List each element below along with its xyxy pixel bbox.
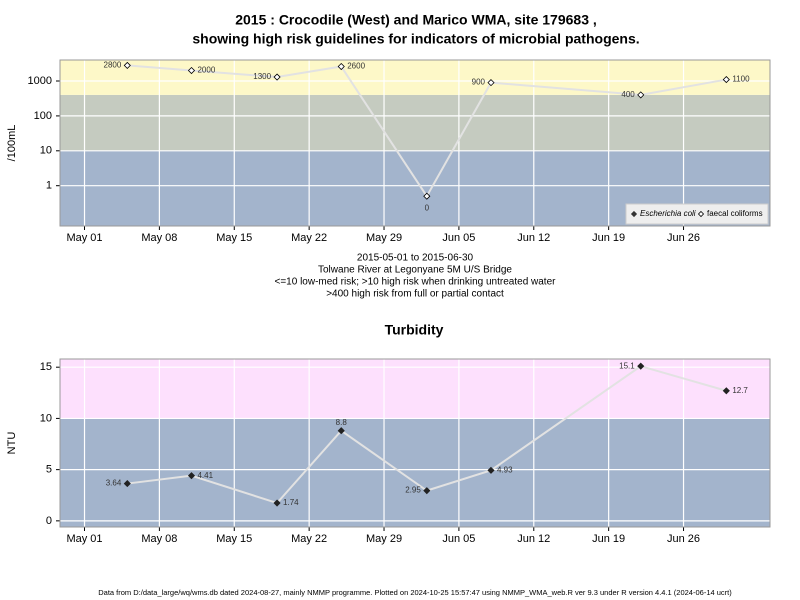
subtitle: >400 high risk from full or partial cont… xyxy=(326,289,504,300)
x-tick-label: May 01 xyxy=(66,533,102,545)
legend-label: Escherichia coli xyxy=(640,209,696,218)
legend: Escherichia coli faecal coliforms xyxy=(625,203,769,225)
y-tick-label: 15 xyxy=(40,361,52,373)
legend-box xyxy=(625,203,769,225)
data-label: 15.1 xyxy=(619,361,635,370)
y-axis-label: /100mL xyxy=(6,125,18,162)
data-point xyxy=(187,66,196,75)
legend-marker xyxy=(697,210,705,218)
data-label: 400 xyxy=(621,90,635,99)
data-label: 1.74 xyxy=(283,498,299,507)
data-label: 4.41 xyxy=(197,471,213,480)
x-tick-label: May 29 xyxy=(366,533,402,545)
x-tick-label: Jun 05 xyxy=(442,533,475,545)
data-label: 2000 xyxy=(197,66,215,75)
y-tick-label: 1000 xyxy=(28,75,52,87)
data-label: 12.7 xyxy=(732,386,748,395)
x-tick-label: Jun 26 xyxy=(667,533,700,545)
data-point xyxy=(722,387,730,395)
series-line xyxy=(127,64,727,199)
data-point xyxy=(123,480,131,488)
data-label: 1300 xyxy=(253,72,271,81)
chart-title: showing high risk guidelines for indicat… xyxy=(192,31,639,47)
risk-band xyxy=(60,418,770,527)
x-tick-label: May 08 xyxy=(141,232,177,244)
data-point xyxy=(637,91,645,99)
y-tick-label: 0 xyxy=(46,515,52,527)
data-label: 8.8 xyxy=(336,418,348,427)
x-tick-label: May 22 xyxy=(291,533,327,545)
risk-band xyxy=(60,60,770,95)
data-point xyxy=(722,75,730,84)
chart-title: 2015 : Crocodile (West) and Marico WMA, … xyxy=(235,12,597,28)
data-point xyxy=(487,79,495,87)
data-point xyxy=(637,362,645,370)
data-point xyxy=(337,62,345,71)
chart-title: Turbidity xyxy=(385,322,444,338)
y-tick-label: 1 xyxy=(46,180,52,192)
data-label: 900 xyxy=(472,78,486,87)
y-tick-label: 100 xyxy=(34,110,52,122)
data-label: 2.95 xyxy=(405,486,421,495)
y-tick-label: 10 xyxy=(40,145,52,157)
x-tick-label: May 15 xyxy=(216,232,252,244)
footer: Data from D:/data_large/wq/wms.db dated … xyxy=(98,588,732,597)
subtitle: Tolwane River at Legonyane 5M U/S Bridge xyxy=(318,265,512,276)
x-tick-label: May 22 xyxy=(291,232,327,244)
legend-marker xyxy=(630,210,638,218)
data-label: 2600 xyxy=(347,62,365,71)
subtitle: 2015-05-01 to 2015-06-30 xyxy=(357,253,474,264)
data-point xyxy=(487,466,495,474)
y-tick-label: 10 xyxy=(40,412,52,424)
y-axis-label: NTU xyxy=(6,432,18,455)
x-tick-label: Jun 26 xyxy=(667,232,700,244)
x-tick-label: May 29 xyxy=(366,232,402,244)
x-tick-label: Jun 12 xyxy=(517,232,550,244)
data-point xyxy=(337,427,345,435)
data-label: 1100 xyxy=(732,75,750,84)
series-line xyxy=(127,365,727,505)
x-tick-label: Jun 12 xyxy=(517,533,550,545)
data-point xyxy=(273,499,281,507)
risk-band xyxy=(60,94,770,151)
data-label: 2800 xyxy=(104,61,122,70)
data-label: 3.64 xyxy=(106,479,122,488)
data-label: 4.93 xyxy=(497,465,513,474)
data-point xyxy=(423,487,431,495)
x-tick-label: May 15 xyxy=(216,533,252,545)
x-tick-label: May 01 xyxy=(66,232,102,244)
y-tick-label: 5 xyxy=(46,464,52,476)
risk-band xyxy=(60,359,770,419)
subtitle: <=10 low-med risk; >10 high risk when dr… xyxy=(275,277,557,288)
data-point xyxy=(273,73,281,81)
x-tick-label: May 08 xyxy=(141,533,177,545)
plot-border xyxy=(59,59,771,227)
data-label: 0 xyxy=(425,203,430,212)
x-tick-label: Jun 19 xyxy=(592,232,625,244)
plot-border xyxy=(59,358,771,528)
x-tick-label: Jun 05 xyxy=(442,232,475,244)
legend-label: faecal coliforms xyxy=(707,209,763,218)
data-point xyxy=(187,472,196,480)
data-point xyxy=(123,61,131,69)
data-point xyxy=(423,192,431,200)
x-tick-label: Jun 19 xyxy=(592,533,625,545)
